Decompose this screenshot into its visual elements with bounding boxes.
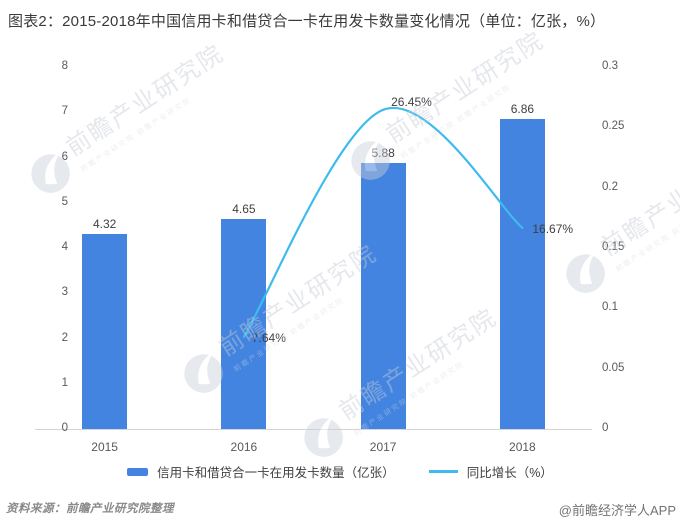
bar-value-label: 4.32 bbox=[92, 216, 117, 231]
right-axis-tick: 0.1 bbox=[602, 301, 618, 314]
legend-label-growth: 同比增长（%） bbox=[466, 466, 553, 480]
qianzhan-logo-icon bbox=[566, 252, 605, 293]
right-axis-tick: 0.2 bbox=[602, 180, 618, 193]
chart-title: 图表2：2015-2018年中国信用卡和借贷合一卡在用发卡数量变化情况（单位：亿… bbox=[8, 13, 606, 30]
right-axis-tick: 0 bbox=[602, 422, 609, 434]
bar-value-label: 4.65 bbox=[232, 201, 256, 216]
watermark-text: 前瞻产业研究院 bbox=[61, 39, 229, 162]
line-series-swatch bbox=[428, 470, 458, 473]
legend-item-cards: 信用卡和借贷合一卡在用发卡数量（亿张） bbox=[127, 462, 395, 481]
legend: 信用卡和借贷合一卡在用发卡数量（亿张） 同比增长（%） bbox=[0, 462, 680, 481]
right-axis-tick: 0.25 bbox=[602, 120, 625, 133]
x-axis-line bbox=[35, 429, 592, 430]
bar-2015 bbox=[82, 233, 128, 429]
legend-item-growth: 同比增长（%） bbox=[428, 462, 553, 481]
watermark-tile: 前瞻产业研究院 前瞻产业研究院 前瞻产业研究院 bbox=[175, 240, 392, 403]
bar-2017 bbox=[360, 162, 406, 429]
right-axis-tick: 0.05 bbox=[602, 361, 625, 374]
watermark-subtext: 前瞻产业研究院 前瞻产业研究院 bbox=[615, 196, 680, 274]
right-axis-tick: 0.15 bbox=[602, 241, 625, 253]
x-axis-label-2016: 2016 bbox=[230, 440, 258, 454]
watermark-subtext: 前瞻产业研究院 前瞻产业研究院 bbox=[80, 96, 193, 174]
left-axis-tick: 7 bbox=[61, 105, 68, 118]
left-axis-tick: 8 bbox=[61, 60, 68, 72]
bar-value-label: 6.86 bbox=[510, 101, 535, 116]
bar-value-label: 5.88 bbox=[371, 145, 395, 160]
left-axis-tick: 4 bbox=[61, 241, 68, 253]
app-credit: @前瞻经济学人APP bbox=[558, 503, 676, 518]
left-axis-tick: 6 bbox=[61, 150, 68, 163]
left-axis-tick: 1 bbox=[61, 376, 68, 389]
x-axis-label-2018: 2018 bbox=[509, 440, 536, 454]
left-axis-tick: 2 bbox=[61, 331, 68, 344]
legend-label-cards: 信用卡和借贷合一卡在用发卡数量（亿张） bbox=[157, 466, 395, 480]
data-source-note: 资料来源：前瞻产业研究院整理 bbox=[6, 503, 174, 515]
qianzhan-logo-icon bbox=[304, 416, 343, 457]
left-axis-tick: 3 bbox=[61, 286, 68, 299]
x-axis-label-2015: 2015 bbox=[91, 440, 118, 454]
bar-series-swatch bbox=[127, 467, 149, 476]
line-point-label: 7.64% bbox=[251, 330, 286, 345]
right-axis-tick: 0.3 bbox=[602, 60, 618, 72]
watermark-tile: 前瞻产业研究院 前瞻产业研究院 前瞻产业研究院 bbox=[557, 140, 680, 303]
x-axis-label-2017: 2017 bbox=[369, 440, 397, 454]
line-point-label: 16.67% bbox=[532, 221, 574, 236]
left-axis-tick: 5 bbox=[61, 195, 68, 208]
bar-2018 bbox=[499, 118, 545, 429]
left-axis-tick: 0 bbox=[61, 422, 68, 434]
line-point-label: 26.45% bbox=[391, 94, 432, 109]
bar-2016 bbox=[221, 218, 267, 429]
